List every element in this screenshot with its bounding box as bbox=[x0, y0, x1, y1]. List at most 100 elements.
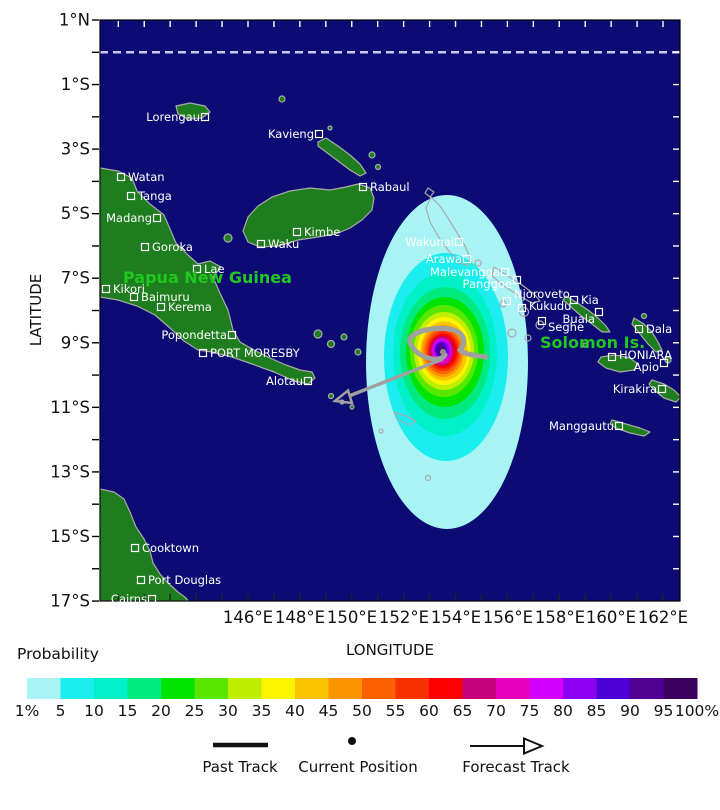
city-marker-waku bbox=[256, 239, 266, 249]
colorbar-label-55: 55 bbox=[386, 702, 406, 720]
past-track-line bbox=[407, 325, 489, 362]
city-marker-kirakira bbox=[657, 384, 667, 394]
island-outline bbox=[424, 474, 432, 482]
colorbar-swatch-85 bbox=[596, 678, 631, 699]
small-island bbox=[327, 125, 333, 131]
city-label-popondetta: Popondetta bbox=[161, 328, 227, 342]
colorbar-swatch-25 bbox=[194, 678, 229, 699]
island-outline bbox=[474, 259, 482, 267]
colorbar-label-45: 45 bbox=[319, 702, 339, 720]
small-island bbox=[278, 95, 286, 103]
city-label-kukudu: Kukudu bbox=[529, 299, 571, 313]
past-track-label: Past Track bbox=[202, 758, 278, 776]
lat-tick-15-s: 15°S bbox=[50, 527, 90, 546]
colorbar-label-15: 15 bbox=[118, 702, 138, 720]
city-label-cooktown: Cooktown bbox=[142, 541, 199, 555]
city-marker-kimbe bbox=[292, 227, 302, 237]
colorbar-label-1-: 1% bbox=[15, 702, 40, 720]
city-label-kia: Kia bbox=[581, 293, 599, 307]
colorbar-label-40: 40 bbox=[285, 702, 305, 720]
lon-tick-152-e: 152°E bbox=[379, 608, 429, 627]
new-ireland bbox=[317, 137, 367, 177]
city-marker-manggautu bbox=[614, 421, 624, 431]
colorbar-label-90: 90 bbox=[620, 702, 640, 720]
forecast-track-label: Forecast Track bbox=[462, 758, 570, 776]
small-island bbox=[340, 333, 348, 341]
city-label-njoroveto: Njoroveto bbox=[514, 287, 570, 301]
forecast-track-arrowhead-icon bbox=[331, 388, 354, 405]
city-marker-port-douglas bbox=[136, 575, 146, 585]
lon-tick-160-e: 160°E bbox=[586, 608, 636, 627]
city-label-goroka: Goroka bbox=[152, 240, 193, 254]
city-marker-kerema bbox=[156, 302, 166, 312]
colorbar-swatch-95 bbox=[663, 678, 698, 699]
colorbar-label-25: 25 bbox=[185, 702, 205, 720]
small-island bbox=[640, 312, 648, 320]
santa-isabel bbox=[562, 295, 611, 333]
colorbar-label-30: 30 bbox=[218, 702, 238, 720]
city-label-alotau: Alotau bbox=[266, 374, 303, 388]
lat-tick-5-s: 5°S bbox=[61, 204, 90, 223]
forecast-track-symbol-arrowhead-icon bbox=[523, 737, 545, 755]
city-label-waku: Waku bbox=[268, 237, 299, 251]
lat-tick-17-s: 17°S bbox=[50, 592, 90, 611]
colorbar-label-60: 60 bbox=[419, 702, 439, 720]
city-label-wakunai: Wakunai bbox=[405, 235, 454, 249]
city-marker-kikori bbox=[101, 284, 111, 294]
city-marker-arawa bbox=[462, 254, 472, 264]
small-island bbox=[354, 348, 362, 356]
city-marker-seghe bbox=[537, 316, 547, 326]
rennell bbox=[609, 419, 651, 437]
longitude-tick-labels: 146°E 148°E 150°E 152°E 154°E 156°E 158°E 160°E… bbox=[223, 608, 688, 627]
current-position-label: Current Position bbox=[298, 758, 418, 776]
colorbar-label-5: 5 bbox=[56, 702, 66, 720]
city-label-port-douglas: Port Douglas bbox=[148, 573, 221, 587]
city-label-kavieng: Kavieng bbox=[268, 127, 314, 141]
axis-ticks bbox=[92, 19, 679, 602]
forecast-track-line bbox=[348, 357, 444, 398]
city-label-seghe: Seghe bbox=[548, 320, 584, 334]
city-marker-watan bbox=[116, 172, 126, 182]
colorbar-label-50: 50 bbox=[352, 702, 372, 720]
small-island bbox=[327, 392, 335, 400]
city-label-dala: Dala bbox=[646, 322, 672, 336]
city-label-cairns: Cairns bbox=[111, 592, 147, 606]
city-label-panggoe: Panggoe bbox=[463, 277, 512, 291]
city-marker-cairns bbox=[147, 594, 157, 604]
city-label-baimuru: Baimuru bbox=[141, 290, 190, 304]
region-labels: Papua New Guinea Solomon Is. bbox=[123, 268, 645, 352]
current-position-symbol bbox=[348, 737, 356, 745]
city-marker-port-moresby bbox=[198, 348, 208, 358]
lat-tick-1-n: 1°N bbox=[59, 11, 90, 30]
colorbar-swatch-15 bbox=[127, 678, 162, 699]
small-island bbox=[223, 233, 233, 243]
city-label-madang: Madang bbox=[106, 211, 152, 225]
australia-cape-york bbox=[100, 488, 189, 601]
colorbar-label-10: 10 bbox=[84, 702, 104, 720]
colorbar-swatch-20 bbox=[161, 678, 195, 699]
city-marker-lorengau bbox=[200, 112, 210, 122]
city-marker-cooktown bbox=[130, 543, 140, 553]
lat-tick-3-s: 3°S bbox=[61, 140, 90, 159]
region-label-papua-new-guinea: Papua New Guinea bbox=[123, 268, 292, 287]
colorbar-labels: 1% 5 10 15 20 25 30 35 40 45 50 55 60 65 70 75 80 85 90 95 1… bbox=[15, 702, 719, 720]
colorbar-swatch-1% bbox=[27, 678, 61, 699]
small-island bbox=[349, 404, 355, 410]
island-outline bbox=[524, 334, 532, 342]
city-label-kerema: Kerema bbox=[168, 300, 212, 314]
colorbar-swatch-10 bbox=[94, 678, 128, 699]
city-label-kimbe: Kimbe bbox=[304, 225, 340, 239]
map-frame bbox=[99, 19, 681, 602]
y-axis-title: LATITUDE bbox=[27, 274, 45, 347]
city-label-tanga: Tanga bbox=[137, 189, 172, 203]
colorbar-label-85: 85 bbox=[587, 702, 607, 720]
colorbar-swatch-40 bbox=[295, 678, 329, 699]
city-marker-wakunai bbox=[454, 237, 464, 247]
island-outline bbox=[507, 328, 517, 338]
colorbar-label-65: 65 bbox=[453, 702, 473, 720]
city-marker-kia bbox=[569, 295, 579, 305]
lat-tick-1-s: 1°S bbox=[61, 75, 90, 94]
city-marker-kukudu bbox=[517, 303, 527, 313]
colorbar-swatch-80 bbox=[563, 678, 597, 699]
city-label-malevangga: Malevangga bbox=[430, 265, 500, 279]
